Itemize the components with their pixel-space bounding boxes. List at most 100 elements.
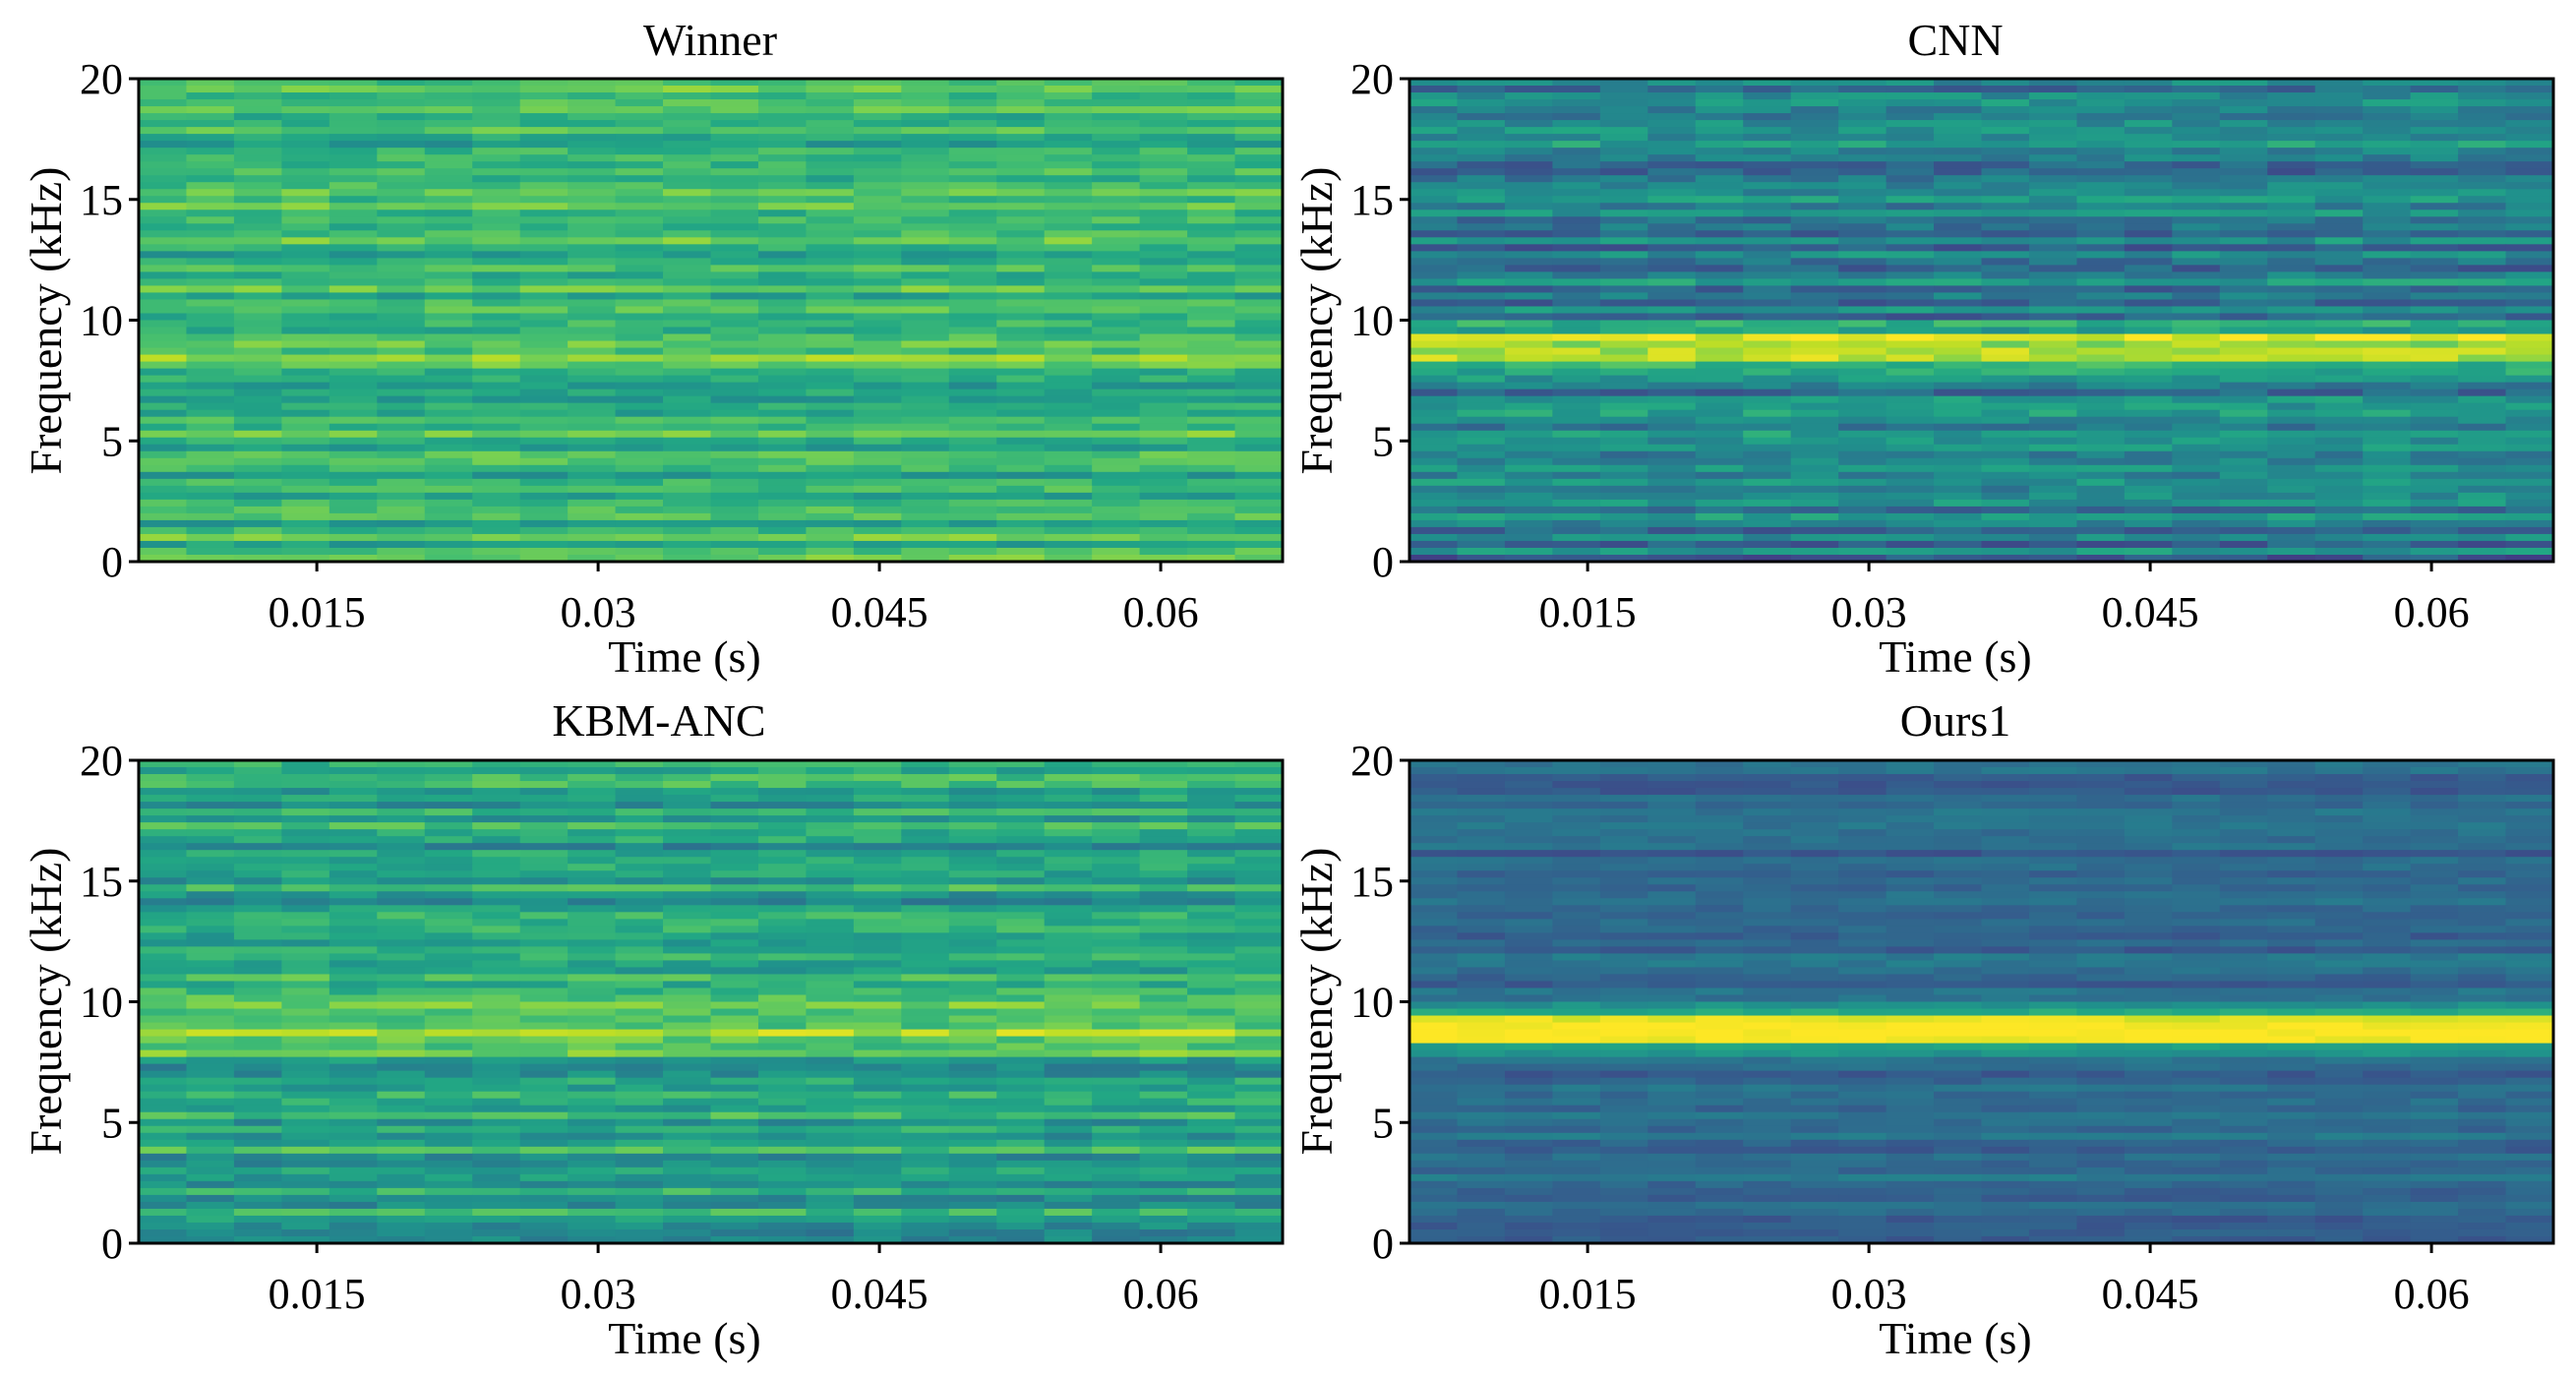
spectrogram-cell [901, 409, 950, 418]
spectrogram-cell [1092, 1056, 1141, 1065]
spectrogram-cell [377, 767, 426, 775]
spectrogram-cell [186, 774, 235, 782]
spectrogram-cell [329, 1118, 378, 1127]
spectrogram-cell [663, 134, 712, 142]
spectrogram-cell [1044, 1180, 1093, 1189]
spectrogram-cell [1139, 113, 1188, 121]
spectrogram-cell [1647, 148, 1697, 155]
spectrogram-cell [377, 1008, 426, 1017]
spectrogram-cell [948, 1008, 997, 1017]
spectrogram-cell [2314, 175, 2364, 183]
spectrogram-cell [424, 450, 473, 459]
spectrogram-cell [757, 175, 808, 183]
spectrogram-cell [1187, 389, 1236, 397]
spectrogram-cell [1981, 361, 2030, 370]
spectrogram-cell [1044, 1201, 1093, 1210]
spectrogram-cell [996, 437, 1046, 446]
spectrogram-cell [2267, 457, 2316, 466]
spectrogram-cell [1790, 478, 1839, 487]
spectrogram-cell [853, 1049, 902, 1058]
spectrogram-cell [377, 258, 426, 266]
spectrogram-cell [1790, 258, 1839, 266]
spectrogram-cell [472, 1194, 521, 1203]
spectrogram-cell [139, 354, 188, 363]
spectrogram-cell [1187, 946, 1236, 954]
spectrogram-cell [2314, 347, 2364, 356]
spectrogram-cell [233, 974, 282, 983]
spectrogram-cell [281, 1215, 330, 1224]
spectrogram-cell [996, 981, 1046, 989]
spectrogram-cell [1504, 395, 1553, 404]
spectrogram-cell [1092, 1173, 1141, 1182]
spectrogram-cell [2219, 237, 2268, 245]
spectrogram-cell [233, 533, 282, 542]
spectrogram-cell [424, 877, 473, 885]
spectrogram-cell [377, 210, 426, 217]
spectrogram-cell [1886, 168, 1935, 176]
spectrogram-cell [1044, 829, 1093, 837]
spectrogram-cell [615, 905, 664, 913]
spectrogram-cell [568, 767, 617, 775]
spectrogram-cell [329, 912, 378, 920]
spectrogram-cell [615, 836, 664, 844]
spectrogram-cell [2458, 134, 2507, 142]
spectrogram-cell [615, 347, 664, 356]
spectrogram-cell [2076, 423, 2126, 432]
spectrogram-cell [519, 120, 569, 128]
spectrogram-cell [948, 981, 997, 989]
spectrogram-cell [806, 802, 855, 809]
spectrogram-cell [1139, 79, 1188, 87]
spectrogram-cell [519, 210, 569, 217]
spectrogram-cell [615, 1084, 664, 1093]
spectrogram-cell [281, 196, 330, 204]
spectrogram-cell [1886, 430, 1935, 439]
spectrogram-cell [2314, 306, 2364, 315]
spectrogram-cell [757, 196, 808, 204]
spectrogram-cell [2219, 148, 2268, 155]
spectrogram-cell [948, 1187, 997, 1196]
spectrogram-cell [424, 843, 473, 851]
spectrogram-cell [472, 148, 521, 155]
spectrogram-cell [710, 492, 759, 501]
spectrogram-cell [377, 891, 426, 899]
spectrogram-cell [2458, 285, 2507, 294]
spectrogram-cell [2410, 127, 2459, 135]
spectrogram-cell [472, 1077, 521, 1086]
spectrogram-cell [1234, 285, 1284, 294]
spectrogram-cell [2363, 485, 2412, 494]
spectrogram-cell [806, 932, 855, 940]
spectrogram-cell [1743, 223, 1792, 231]
spectrogram-cell [1886, 457, 1935, 466]
spectrogram-cell [996, 478, 1046, 487]
spectrogram-cell [1695, 464, 1744, 473]
spectrogram-cell [1092, 1139, 1141, 1148]
spectrogram-cell [1981, 113, 2030, 121]
spectrogram-cell [901, 223, 950, 231]
spectrogram-cell [519, 912, 569, 920]
spectrogram-cell [186, 932, 235, 940]
spectrogram-cell [1552, 196, 1601, 204]
x-tick-label: 0.015 [269, 588, 366, 636]
spectrogram-cell [186, 1001, 235, 1010]
spectrogram-cell [2410, 450, 2459, 459]
spectrogram-cell [1234, 1118, 1284, 1127]
spectrogram-cell [710, 154, 759, 162]
spectrogram-cell [1886, 333, 1935, 342]
spectrogram-cell [2124, 430, 2173, 439]
spectrogram-cell [2076, 210, 2126, 217]
spectrogram-cell [1457, 313, 1506, 322]
spectrogram-cell [757, 967, 808, 976]
spectrogram-cell [568, 79, 617, 87]
spectrogram-cell [2458, 478, 2507, 487]
spectrogram-cell [2267, 354, 2316, 363]
spectrogram-cell [1695, 196, 1744, 204]
spectrogram-cell [1139, 898, 1188, 906]
spectrogram-cell [1886, 258, 1935, 266]
spectrogram-cell [1647, 106, 1697, 114]
spectrogram-cell [139, 251, 188, 259]
spectrogram-cell [519, 106, 569, 114]
spectrogram-cell [377, 230, 426, 238]
spectrogram-cell [139, 168, 188, 176]
spectrogram-cell [1139, 92, 1188, 100]
spectrogram-cell [2028, 492, 2078, 501]
